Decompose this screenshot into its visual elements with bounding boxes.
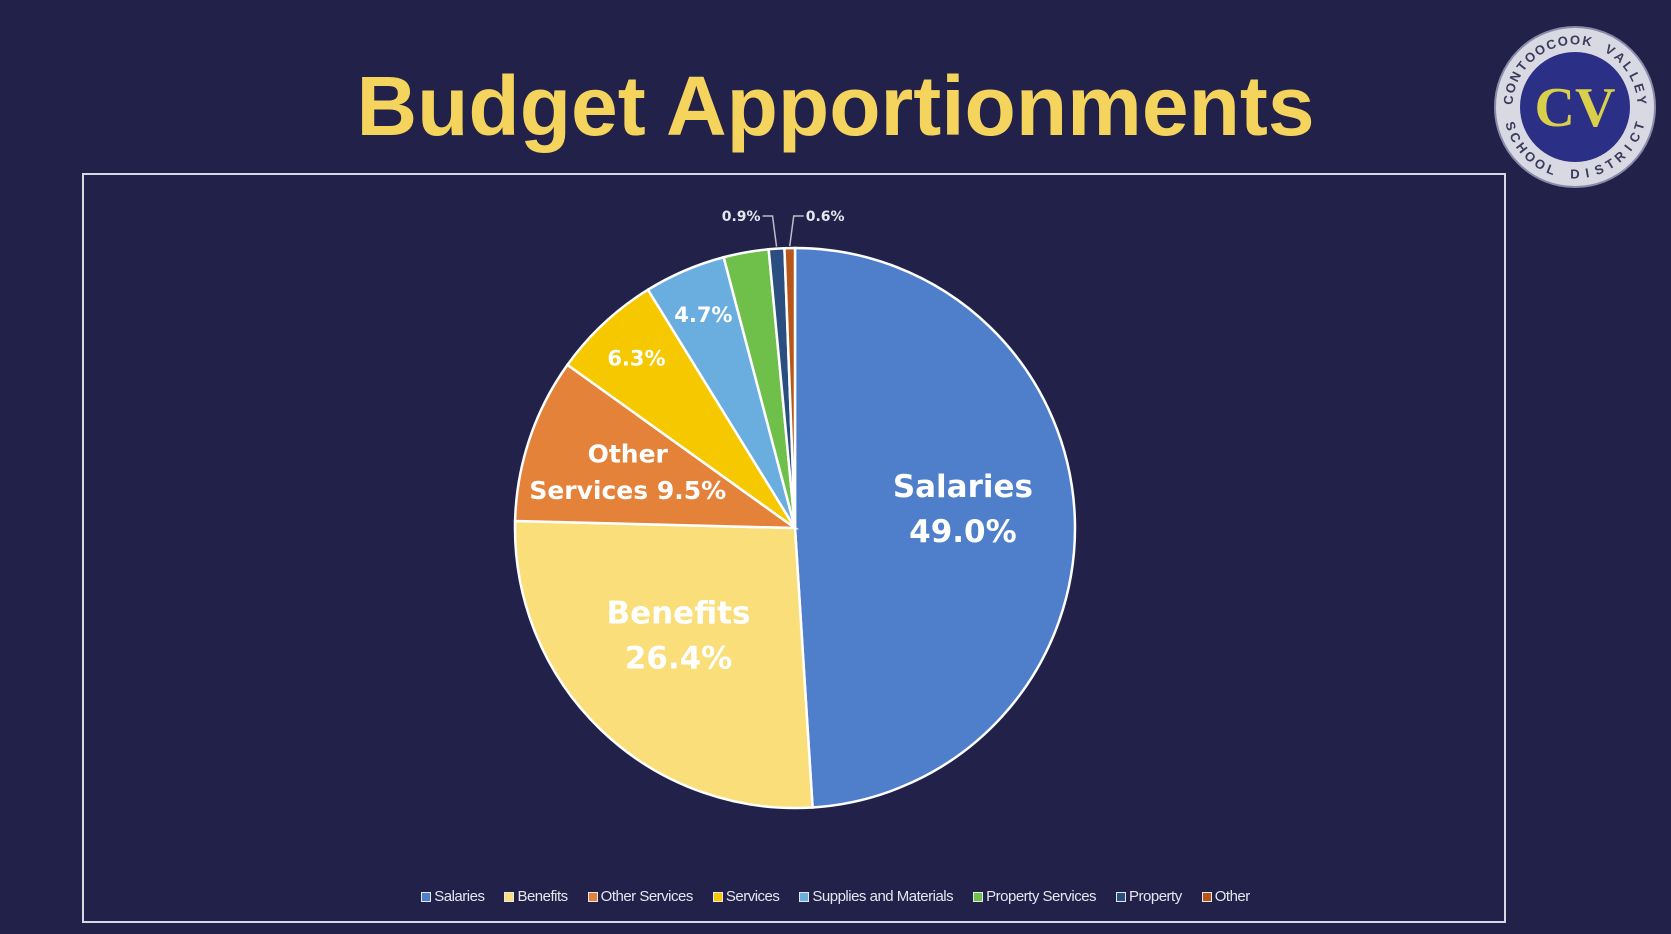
data-label: 49.0% xyxy=(909,514,1017,550)
legend-swatch xyxy=(712,891,723,902)
legend-label: Property xyxy=(1129,888,1182,905)
legend-item: Property Services xyxy=(973,888,1097,905)
legend-label: Other xyxy=(1214,888,1251,905)
data-label: 4.7% xyxy=(674,303,732,327)
data-label: 26.4% xyxy=(625,640,733,676)
legend-swatch xyxy=(799,891,810,902)
legend-label: Other Services xyxy=(600,888,694,905)
legend-label: Supplies and Materials xyxy=(812,888,954,905)
data-label: 6.3% xyxy=(607,346,665,370)
legend-label: Services xyxy=(725,888,780,905)
legend-swatch xyxy=(1116,891,1127,902)
logo-letter: O xyxy=(1502,81,1519,95)
legend-item: Services xyxy=(712,888,780,905)
legend-label: Benefits xyxy=(517,888,568,905)
logo-letter: C xyxy=(1500,94,1516,106)
legend-swatch xyxy=(421,891,432,902)
legend-swatch xyxy=(587,891,598,902)
logo-letter: I xyxy=(1584,165,1590,180)
legend-item: Property xyxy=(1116,888,1182,905)
legend-swatch xyxy=(973,891,984,902)
data-label: 0.9% xyxy=(722,209,761,225)
data-label: Services 9.5% xyxy=(529,476,726,505)
slide-title: Budget Apportionments xyxy=(356,59,1315,153)
logo-letter: O xyxy=(1570,33,1580,48)
pie-slice-other-services xyxy=(513,363,800,530)
data-label: 0.6% xyxy=(806,209,845,225)
logo-monogram: CV xyxy=(1535,77,1616,139)
logo-letter: T xyxy=(1631,120,1648,132)
pie-slice-salaries xyxy=(793,246,1077,809)
legend-swatch xyxy=(1201,891,1212,902)
logo-letter: Y xyxy=(1634,95,1650,106)
data-label: Other xyxy=(588,440,669,469)
logo-letter: D xyxy=(1570,167,1579,182)
data-label: Salaries xyxy=(893,469,1033,505)
legend-item: Salaries xyxy=(421,888,485,905)
data-label: Benefits xyxy=(606,595,750,631)
chart-frame xyxy=(82,173,1506,923)
legend-label: Salaries xyxy=(434,888,485,905)
logo-letter: O xyxy=(1556,33,1569,50)
legend-item: Supplies and Materials xyxy=(799,888,954,905)
logo-letter: K xyxy=(1581,33,1594,50)
pie-slice-other xyxy=(783,246,797,529)
leader-line xyxy=(762,215,778,247)
legend-item: Benefits xyxy=(504,888,568,905)
leader-line xyxy=(788,215,804,247)
legend-swatch xyxy=(504,891,515,902)
chart-legend: Salaries Benefits Other Services Services Su… xyxy=(0,888,1671,905)
legend-label: Property Services xyxy=(986,888,1097,905)
legend-item: Other xyxy=(1201,888,1251,905)
legend-item: Other Services xyxy=(587,888,694,905)
pie-slice-benefits xyxy=(513,519,814,810)
